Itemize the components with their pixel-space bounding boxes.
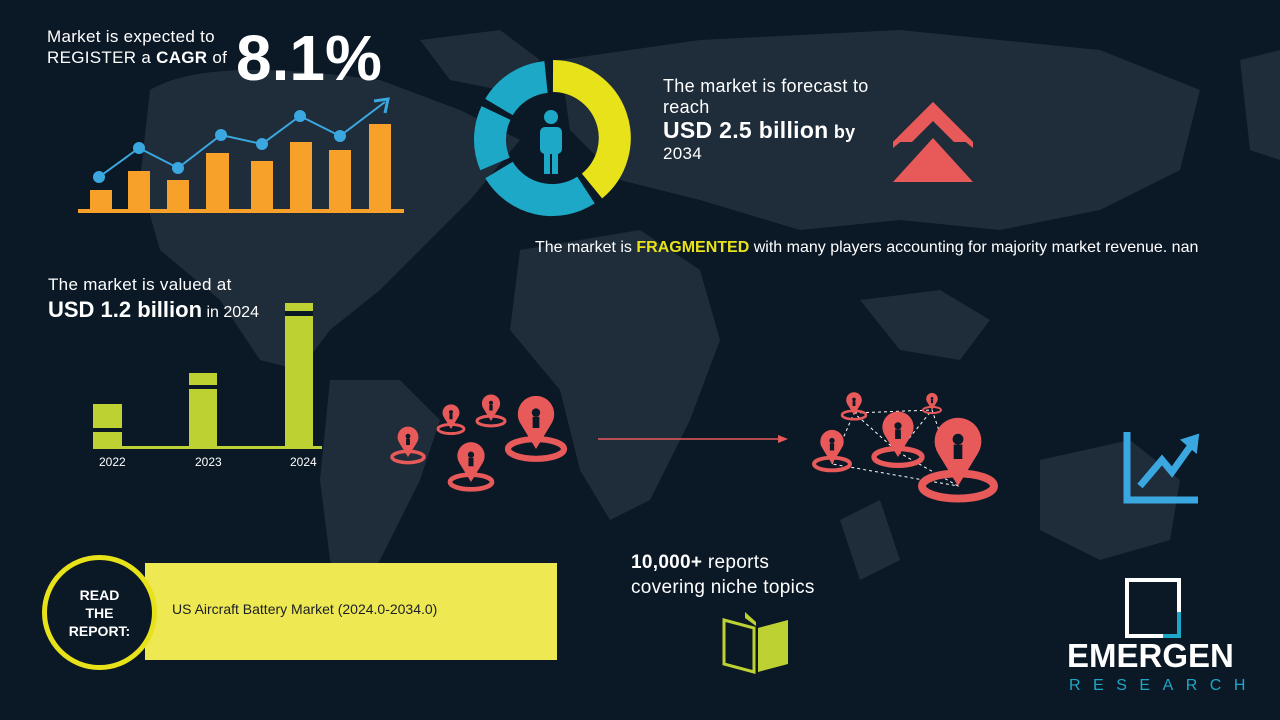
cagr-bold: CAGR (156, 48, 208, 67)
fragmented-text: The market is FRAGMENTED with many playe… (535, 237, 1225, 258)
valued-value: USD 1.2 billion (48, 297, 203, 322)
bar (329, 150, 351, 211)
trend-points (93, 110, 346, 183)
year-label: 2022 (99, 455, 126, 469)
read-label: THE (85, 604, 114, 621)
reports-count: 10,000+ (631, 552, 703, 573)
donut-blue-segment (485, 61, 549, 116)
valued-suffix: in 2024 (206, 304, 259, 321)
trend-line (98, 101, 386, 178)
bar-2024 (285, 303, 313, 448)
reports-line2: covering niche topics (631, 577, 815, 598)
arrow-head-icon (778, 435, 788, 443)
bar (290, 142, 312, 211)
reports-suffix: reports (707, 552, 770, 573)
year-label: 2024 (290, 455, 317, 469)
fragmented-prefix: The market is (535, 239, 632, 256)
bar (251, 161, 273, 211)
bar (206, 153, 229, 211)
donut-yellow-segment (552, 60, 631, 199)
network-lines (831, 408, 959, 487)
valued-text: The market is valued at USD 1.2 billion … (48, 274, 259, 323)
year-label: 2023 (195, 455, 222, 469)
logo-name: EMERGEN (1067, 637, 1234, 674)
forecast-text: The market is forecast to reach USD 2.5 … (663, 76, 903, 164)
baseline (78, 209, 404, 213)
bar (369, 124, 391, 211)
donut-blue-segment (485, 161, 595, 217)
report-title[interactable]: US Aircraft Battery Market (2024.0-2034.… (172, 601, 438, 617)
baseline (93, 446, 322, 449)
forecast-by: by (833, 122, 856, 142)
person-icon (540, 110, 562, 174)
forecast-value: USD 2.5 billion (663, 117, 829, 143)
bar (128, 171, 150, 211)
bar (90, 190, 112, 211)
bar (167, 180, 189, 211)
bar-2022 (93, 404, 122, 448)
valued-line1: The market is valued at (48, 275, 232, 294)
cagr-value: 8.1% (236, 22, 382, 94)
fragmented-suffix: with many players accounting for majorit… (753, 239, 1199, 256)
logo-sub: RESEARCH (1069, 677, 1258, 694)
growth-chart-icon (1123, 432, 1200, 504)
cagr-prefix: REGISTER a (47, 48, 152, 67)
reports-text: 10,000+ reports covering niche topics (631, 550, 815, 600)
cagr-line1: Market is expected to (47, 27, 215, 46)
cagr-text: Market is expected to REGISTER a CAGR of (47, 26, 227, 68)
forecast-year: 2034 (663, 144, 703, 163)
report-title-band[interactable]: US Aircraft Battery Market (2024.0-2034.… (145, 563, 557, 660)
fragmented-highlight: FRAGMENTED (636, 239, 750, 256)
cagr-suffix: of (212, 48, 228, 67)
trend-arrow-icon (373, 97, 390, 114)
read-report-badge[interactable]: READ THE REPORT: (42, 555, 157, 670)
donut-blue-segment (474, 106, 511, 171)
forecast-line1: The market is forecast to reach (663, 76, 869, 117)
cagr-line2: REGISTER a CAGR of (47, 47, 227, 68)
read-label: READ (79, 586, 120, 603)
read-label: REPORT: (68, 622, 131, 639)
orange-bars (78, 124, 404, 213)
